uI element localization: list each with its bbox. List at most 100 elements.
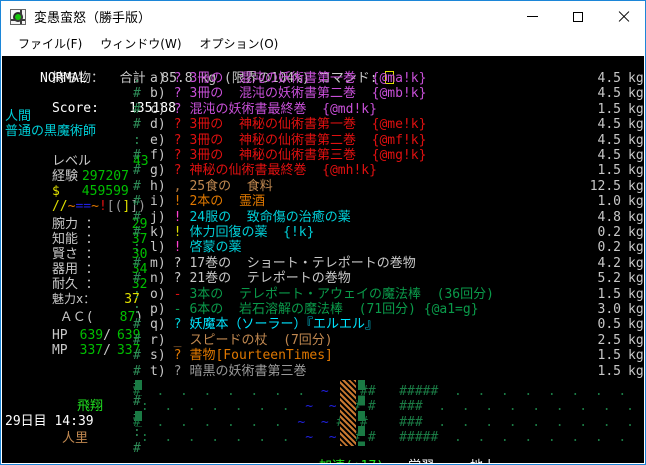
- map-empty-glyph: [587, 399, 595, 414]
- inventory-item-row[interactable]: e)? 3冊の 神秘の仙術書第二巻 {@mf!k} 4.5 kg: [150, 132, 644, 148]
- equip-symbol-weapon: /: [51, 199, 60, 215]
- map-floor-glyph: .: [453, 430, 462, 446]
- game-console[interactable]: 持ち物： 合計 85.8 kg (限界の104%) コマンド: NORMAL S…: [2, 56, 644, 463]
- inventory-item-weight: 5.2: [597, 271, 621, 287]
- inventory-item-row[interactable]: n)? 21巻の テレポートの巻物 5.2 kg: [150, 271, 644, 286]
- inventory-item-weight: 4.5: [597, 148, 621, 163]
- stat-label-con: 耐久 ：: [51, 277, 99, 293]
- map-empty-glyph: [266, 430, 274, 445]
- map-empty-glyph: [501, 399, 509, 414]
- map-terrain-row[interactable]: : . . . . . . ~ ~ ## # ### . . . . . . .…: [133, 399, 644, 414]
- inventory-item-row[interactable]: i)! 2本の 霊酒 1.0 kg: [150, 194, 644, 209]
- hp-separator: /: [103, 328, 111, 344]
- inventory-item-row[interactable]: f)? 3冊の 神秘の仙術書第三巻 {@mg!k} 4.5 kg: [150, 148, 644, 163]
- map-wall-glyph: #: [414, 384, 423, 399]
- map-empty-glyph: [446, 399, 454, 414]
- inventory-item-weight-unit: kg: [628, 117, 644, 133]
- map-terrain-row[interactable]: # . . . . . . ~ ~ ## # ### . . . . . . .…: [133, 415, 644, 430]
- stat-value-wis: 30: [131, 247, 148, 263]
- inventory-item-letter: e): [150, 132, 166, 148]
- inventory-item-name: 神秘の仙術書最終巻 {@mh!k}: [189, 163, 377, 179]
- map-terrain-row[interactable]: # . . . . . . . ~ ~ ## ##### . . . . . .…: [133, 384, 644, 399]
- inventory-item-row[interactable]: p) -6本の 岩石溶解の魔法棒 (71回分) {@a1=g} 3.0 kg: [150, 302, 644, 317]
- close-button[interactable]: [600, 1, 645, 32]
- inventory-item-symbol: ?: [173, 132, 182, 148]
- map-empty-glyph: [509, 384, 517, 399]
- inventory-item-symbol: ?: [173, 348, 182, 364]
- level-value: 43: [132, 154, 149, 170]
- inventory-item-letter: d): [150, 117, 166, 133]
- inventory-item-row[interactable]: a)? 3冊の 混沌の妖術書第一巻 {@ma!k} 4.5 kg: [150, 71, 644, 86]
- inventory-item-row[interactable]: d)? 3冊の 神秘の仙術書第一巻 {@me!k} 4.5 kg: [150, 117, 644, 133]
- equip-symbol-body: [: [106, 199, 115, 215]
- map-wall-glyph: #: [133, 101, 141, 117]
- equip-symbol-amulet1: =: [75, 199, 84, 215]
- inventory-item-weight-unit: kg: [628, 101, 644, 117]
- inventory-item-weight-unit: kg: [628, 255, 644, 271]
- map-empty-glyph: [579, 430, 587, 445]
- inventory-item-row[interactable]: m)? 17巻の ショート・テレポートの巻物 4.2 kg: [150, 256, 644, 271]
- map-lava-column[interactable]: [340, 380, 356, 446]
- inventory-item-row[interactable]: c)? 混沌の妖術書最終巻 {@md!k} 1.5 kg: [150, 102, 644, 117]
- map-floor-glyph: .: [281, 399, 290, 415]
- inventory-item-letter: k): [150, 225, 166, 240]
- map-floor-glyph: .: [626, 399, 634, 415]
- map-floor-glyph: .: [602, 414, 611, 430]
- map-floor-glyph: .: [524, 430, 533, 446]
- map-floor-glyph: .: [453, 384, 462, 399]
- inventory-item-row[interactable]: l)! 啓蒙の薬 0.2 kg: [150, 240, 644, 255]
- inventory-limit-pct: (限界の104%): [216, 71, 318, 87]
- window-controls: [510, 1, 645, 32]
- menu-item-window[interactable]: ウィンドウ(W): [100, 37, 182, 51]
- ac-label: ＡＣ(: [51, 310, 94, 326]
- map-floor-glyph: .: [226, 384, 235, 399]
- map-empty-glyph: [642, 399, 644, 414]
- inventory-item-row[interactable]: j)! 24服の 致命傷の治癒の薬 4.8 kg: [150, 210, 644, 225]
- maximize-button[interactable]: [555, 1, 600, 32]
- map-wall-glyph: #: [367, 384, 376, 399]
- map-wall-glyph: #: [133, 394, 141, 410]
- map-empty-glyph: [391, 415, 399, 430]
- inventory-item-row[interactable]: r) _ スピードの杖 (7回分) 2.5 kg: [150, 333, 644, 348]
- inventory-item-weight: 1.5: [597, 348, 621, 364]
- map-wall-glyph: #: [406, 414, 415, 430]
- inventory-item-row[interactable]: s)? 書物[FourteenTimes] 1.5 kg: [150, 348, 644, 364]
- ac-value: 87: [119, 310, 136, 326]
- inventory-item-weight-unit: kg: [628, 86, 644, 102]
- inventory-item-row[interactable]: k)! 体力回復の薬 {!k} 0.2 kg: [150, 225, 644, 240]
- map-floor-glyph: .: [579, 399, 588, 415]
- map-empty-glyph: [493, 399, 501, 414]
- map-empty-glyph: [603, 384, 611, 399]
- map-floor-glyph: .: [508, 399, 517, 415]
- map-floor-glyph: .: [642, 384, 644, 399]
- inventory-item-row[interactable]: t)? 暗黒の妖術書第三巻 1.5 kg: [150, 364, 644, 379]
- inventory-item-letter: b): [150, 86, 166, 102]
- inventory-item-row[interactable]: h), 25食の 食料 12.5 kg: [150, 179, 644, 194]
- inventory-item-row[interactable]: g)? 神秘の仙術書最終巻 {@mh!k} 1.5 kg: [150, 163, 644, 179]
- minimize-button[interactable]: [510, 1, 555, 32]
- inventory-item-row[interactable]: o) -3本の テレポート・アウェイの魔法棒 (36回分) 1.5 kg: [150, 287, 644, 302]
- inventory-item-row[interactable]: b)? 3冊の 混沌の妖術書第二巻 {@mb!k} 4.5 kg: [150, 86, 644, 102]
- menu-item-file[interactable]: ファイル(F): [18, 37, 83, 51]
- map-wall-glyph: #: [133, 163, 141, 179]
- map-wall-segment: [135, 411, 142, 427]
- map-empty-glyph: [438, 384, 446, 399]
- map-empty-glyph: [462, 430, 470, 445]
- map-floor-glyph: :: [140, 430, 149, 446]
- inventory-item-symbol: -: [173, 302, 182, 317]
- inventory-item-weight: 4.5: [597, 132, 621, 148]
- status-exp: 経験 297207: [5, 154, 129, 200]
- mp-max: 337: [116, 343, 141, 359]
- inventory-item-weight-unit: kg: [628, 194, 644, 210]
- map-floor-glyph: .: [524, 384, 533, 399]
- map-empty-glyph: [258, 384, 266, 399]
- map-floor-glyph: .: [594, 430, 603, 446]
- inventory-item-symbol: ?: [173, 86, 182, 102]
- inventory-item-row[interactable]: q)? 妖魔本（ソーラー）『エルエル』 0.5 kg: [150, 317, 644, 332]
- map-empty-glyph: [540, 415, 548, 430]
- map-empty-glyph: [603, 430, 611, 445]
- map-floor-glyph: .: [250, 384, 259, 399]
- inventory-item-weight: 4.5: [597, 71, 621, 86]
- menu-item-option[interactable]: オプション(O): [199, 37, 279, 51]
- menu-bar: ファイル(F) ウィンドウ(W) オプション(O): [1, 32, 645, 55]
